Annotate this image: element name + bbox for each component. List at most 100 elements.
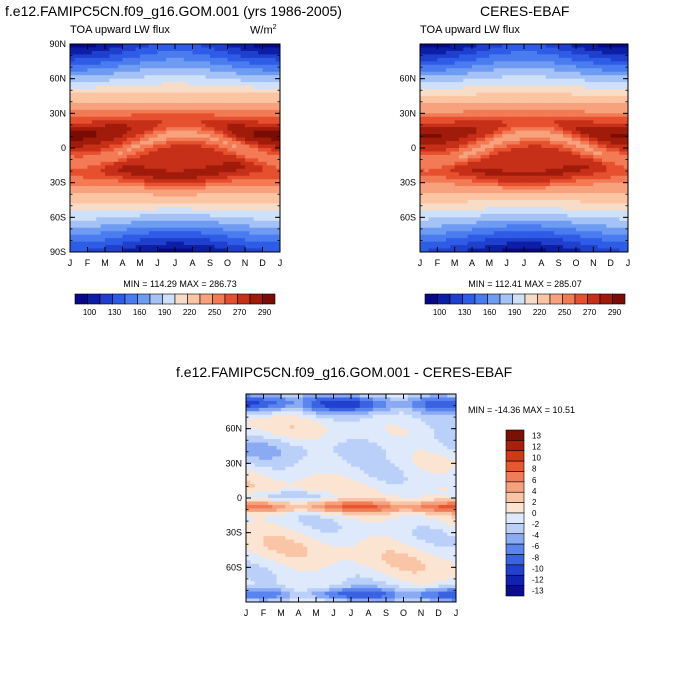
panel1-cell: [210, 151, 215, 156]
panel1-cell: [262, 193, 268, 197]
panel2-cell: [424, 186, 430, 190]
panel1-cell: [83, 99, 88, 104]
panel2-cell: [576, 78, 581, 83]
panel1-cell: [196, 172, 202, 177]
panel1-cell: [157, 89, 163, 93]
panel1-cell: [179, 234, 185, 239]
panel2-cell: [459, 54, 464, 59]
panel1-cell: [196, 102, 202, 107]
panel1-cell: [266, 106, 272, 111]
panel1-cell: [227, 82, 233, 86]
panel2-cell: [545, 47, 551, 52]
panel2-cell: [480, 144, 486, 149]
panel2-cell: [524, 82, 529, 86]
panel1-cell: [266, 151, 272, 156]
panel1-cell: [240, 248, 246, 253]
panel2-cell: [498, 182, 503, 187]
panel1-cell: [74, 165, 80, 170]
panel2-cell: [428, 71, 434, 76]
panel1-cell: [223, 78, 228, 83]
panel2-cell: [450, 54, 456, 59]
panel2-cell: [589, 82, 594, 86]
panel1-cell: [170, 234, 176, 239]
panel1-cell: [118, 75, 123, 80]
panel1-cell: [91, 92, 97, 97]
panel1-cell: [258, 165, 263, 170]
panel2-cell: [558, 61, 564, 66]
panel2-cell: [576, 99, 581, 104]
panel1-cell: [218, 127, 224, 132]
panel2-cell: [554, 102, 560, 107]
panel1-cell: [70, 220, 75, 225]
panel1-cell: [258, 206, 263, 211]
panel1-cell: [170, 96, 176, 100]
panel2-cell: [567, 161, 573, 166]
panel1-cell: [166, 123, 172, 128]
panel2-cell: [602, 182, 607, 187]
panel1-cell: [113, 141, 119, 145]
panel2-cell: [519, 92, 525, 97]
panel1-cell: [100, 130, 106, 135]
panel1-cell: [170, 61, 176, 66]
panel1-cell: [205, 241, 211, 246]
panel2-cell: [506, 64, 512, 69]
panel1-cell: [144, 224, 150, 229]
panel2-cell: [450, 175, 456, 180]
panel1-cell: [249, 82, 255, 86]
panel2-cell: [480, 134, 486, 138]
panel1-cell: [109, 151, 115, 156]
panel1-cell: [157, 120, 163, 125]
panel1-cell: [144, 206, 150, 211]
panel2-cell: [545, 113, 551, 118]
panel1-cell: [175, 127, 180, 132]
panel2-cell: [428, 151, 434, 156]
panel1-cell: [271, 231, 277, 236]
panel2-cell: [433, 68, 438, 73]
panel2-cell: [459, 64, 464, 69]
panel1-cell: [170, 130, 176, 135]
panel2-cell: [597, 75, 603, 80]
panel1-cell: [249, 245, 255, 249]
panel1-cell: [109, 220, 115, 225]
panel1-cell: [140, 203, 145, 208]
panel1-cell: [87, 234, 93, 239]
panel1-cell: [70, 224, 75, 229]
panel1-cell: [179, 186, 185, 190]
panel2-cell: [450, 148, 456, 152]
panel2-cell: [493, 57, 499, 62]
panel1-cell: [205, 234, 211, 239]
panel2-cell: [441, 96, 447, 100]
panel2-cell: [550, 71, 555, 76]
panel1-cell: [183, 182, 189, 187]
panel1-cell: [192, 141, 198, 145]
panel1-cell: [96, 106, 102, 111]
panel1-cell: [148, 158, 154, 163]
panel1-cell: [240, 96, 246, 100]
panel2-cell: [571, 57, 577, 62]
panel2-cell: [437, 134, 443, 138]
panel2-cell: [485, 71, 490, 76]
panel1-cell: [74, 224, 80, 229]
panel1-cell: [249, 127, 255, 132]
panel2-cell: [563, 50, 568, 55]
panel1-cell: [140, 172, 145, 177]
panel1-cell: [74, 193, 80, 197]
panel1-cell: [166, 89, 172, 93]
panel2-cell: [563, 68, 568, 73]
panel1-cell: [161, 78, 167, 83]
panel1-cell: [78, 148, 84, 152]
panel1-cell: [201, 210, 207, 215]
panel1-cell: [83, 179, 88, 184]
panel2-cell: [506, 179, 512, 184]
panel2-cell: [593, 172, 599, 177]
panel2-cell: [476, 99, 482, 104]
panel2-cell: [606, 148, 612, 152]
panel2-cell: [593, 89, 599, 93]
panel2-cell: [489, 89, 495, 93]
panel1-cell: [140, 182, 145, 187]
panel2-cell: [619, 168, 625, 173]
panel1-cell: [227, 193, 233, 197]
panel1-cell: [148, 179, 154, 184]
panel1-cell: [144, 99, 150, 104]
panel1-cell: [166, 224, 172, 229]
